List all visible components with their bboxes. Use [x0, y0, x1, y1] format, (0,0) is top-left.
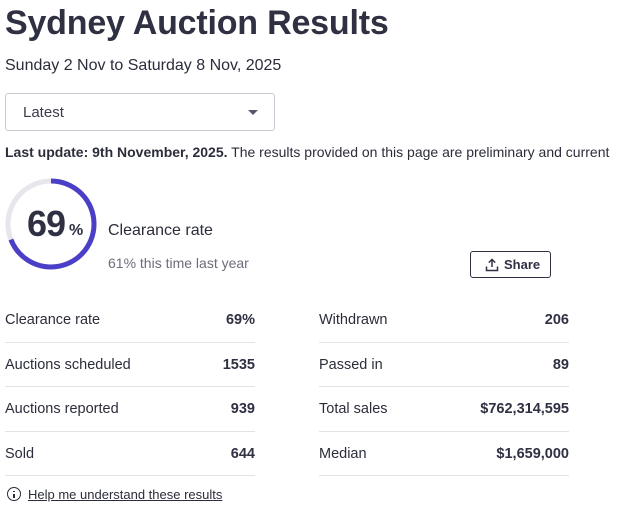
clearance-rate-ring: 69 %: [5, 178, 97, 270]
update-notice: Last update: 9th November, 2025. The res…: [5, 144, 609, 160]
period-select-value: Latest: [23, 104, 64, 121]
stat-label: Passed in: [319, 356, 383, 373]
stat-row: Auctions scheduled 1535: [5, 343, 255, 387]
stat-label: Clearance rate: [5, 312, 101, 328]
stat-row: Clearance rate 69%: [5, 298, 255, 343]
period-select[interactable]: Latest: [5, 93, 275, 131]
clearance-rate-last-year: 61% this time last year: [108, 255, 249, 271]
stats-table-left: Clearance rate 69% Auctions scheduled 15…: [5, 298, 255, 476]
stat-label: Sold: [5, 445, 35, 462]
clearance-rate-label: Clearance rate: [108, 222, 213, 239]
share-icon: [485, 258, 499, 272]
stat-value: $762,314,595: [480, 401, 569, 417]
page-title: Sydney Auction Results: [5, 4, 389, 42]
stat-row: Passed in 89: [319, 343, 569, 387]
clearance-rate-value: 69: [27, 203, 66, 244]
clearance-rate-gauge: [5, 178, 97, 270]
stat-value: 206: [544, 312, 569, 328]
stat-label: Auctions scheduled: [5, 356, 131, 373]
stat-row: Withdrawn 206: [319, 298, 569, 343]
stat-row: Auctions reported 939: [5, 387, 255, 432]
share-button-label: Share: [504, 257, 541, 272]
stat-row: Total sales $762,314,595: [319, 387, 569, 432]
stat-row: Median $1,659,000: [319, 432, 569, 476]
stat-label: Auctions reported: [5, 401, 119, 417]
stat-label: Total sales: [319, 401, 388, 417]
info-icon: [7, 487, 21, 501]
clearance-rate-percent-sign: %: [69, 222, 84, 239]
stat-value: 89: [552, 356, 569, 373]
stat-value: 69%: [225, 312, 255, 328]
stat-value: 1535: [222, 356, 255, 373]
stat-label: Median: [319, 445, 367, 462]
gauge-fill: [5, 178, 97, 270]
stat-label: Withdrawn: [319, 312, 388, 328]
update-notice-text: The results provided on this page are pr…: [227, 144, 610, 160]
stat-row: Sold 644: [5, 432, 255, 476]
stat-value: 644: [230, 445, 255, 462]
stats-table-right: Withdrawn 206 Passed in 89 Total sales $…: [319, 298, 569, 476]
update-notice-date: Last update: 9th November, 2025.: [5, 144, 228, 160]
share-button[interactable]: Share: [470, 251, 551, 278]
chevron-down-icon: [248, 110, 258, 115]
date-range: Sunday 2 Nov to Saturday 8 Nov, 2025: [5, 57, 282, 74]
stat-value: 939: [230, 401, 255, 417]
help-link-label[interactable]: Help me understand these results: [28, 487, 223, 502]
stat-value: $1,659,000: [496, 445, 569, 462]
